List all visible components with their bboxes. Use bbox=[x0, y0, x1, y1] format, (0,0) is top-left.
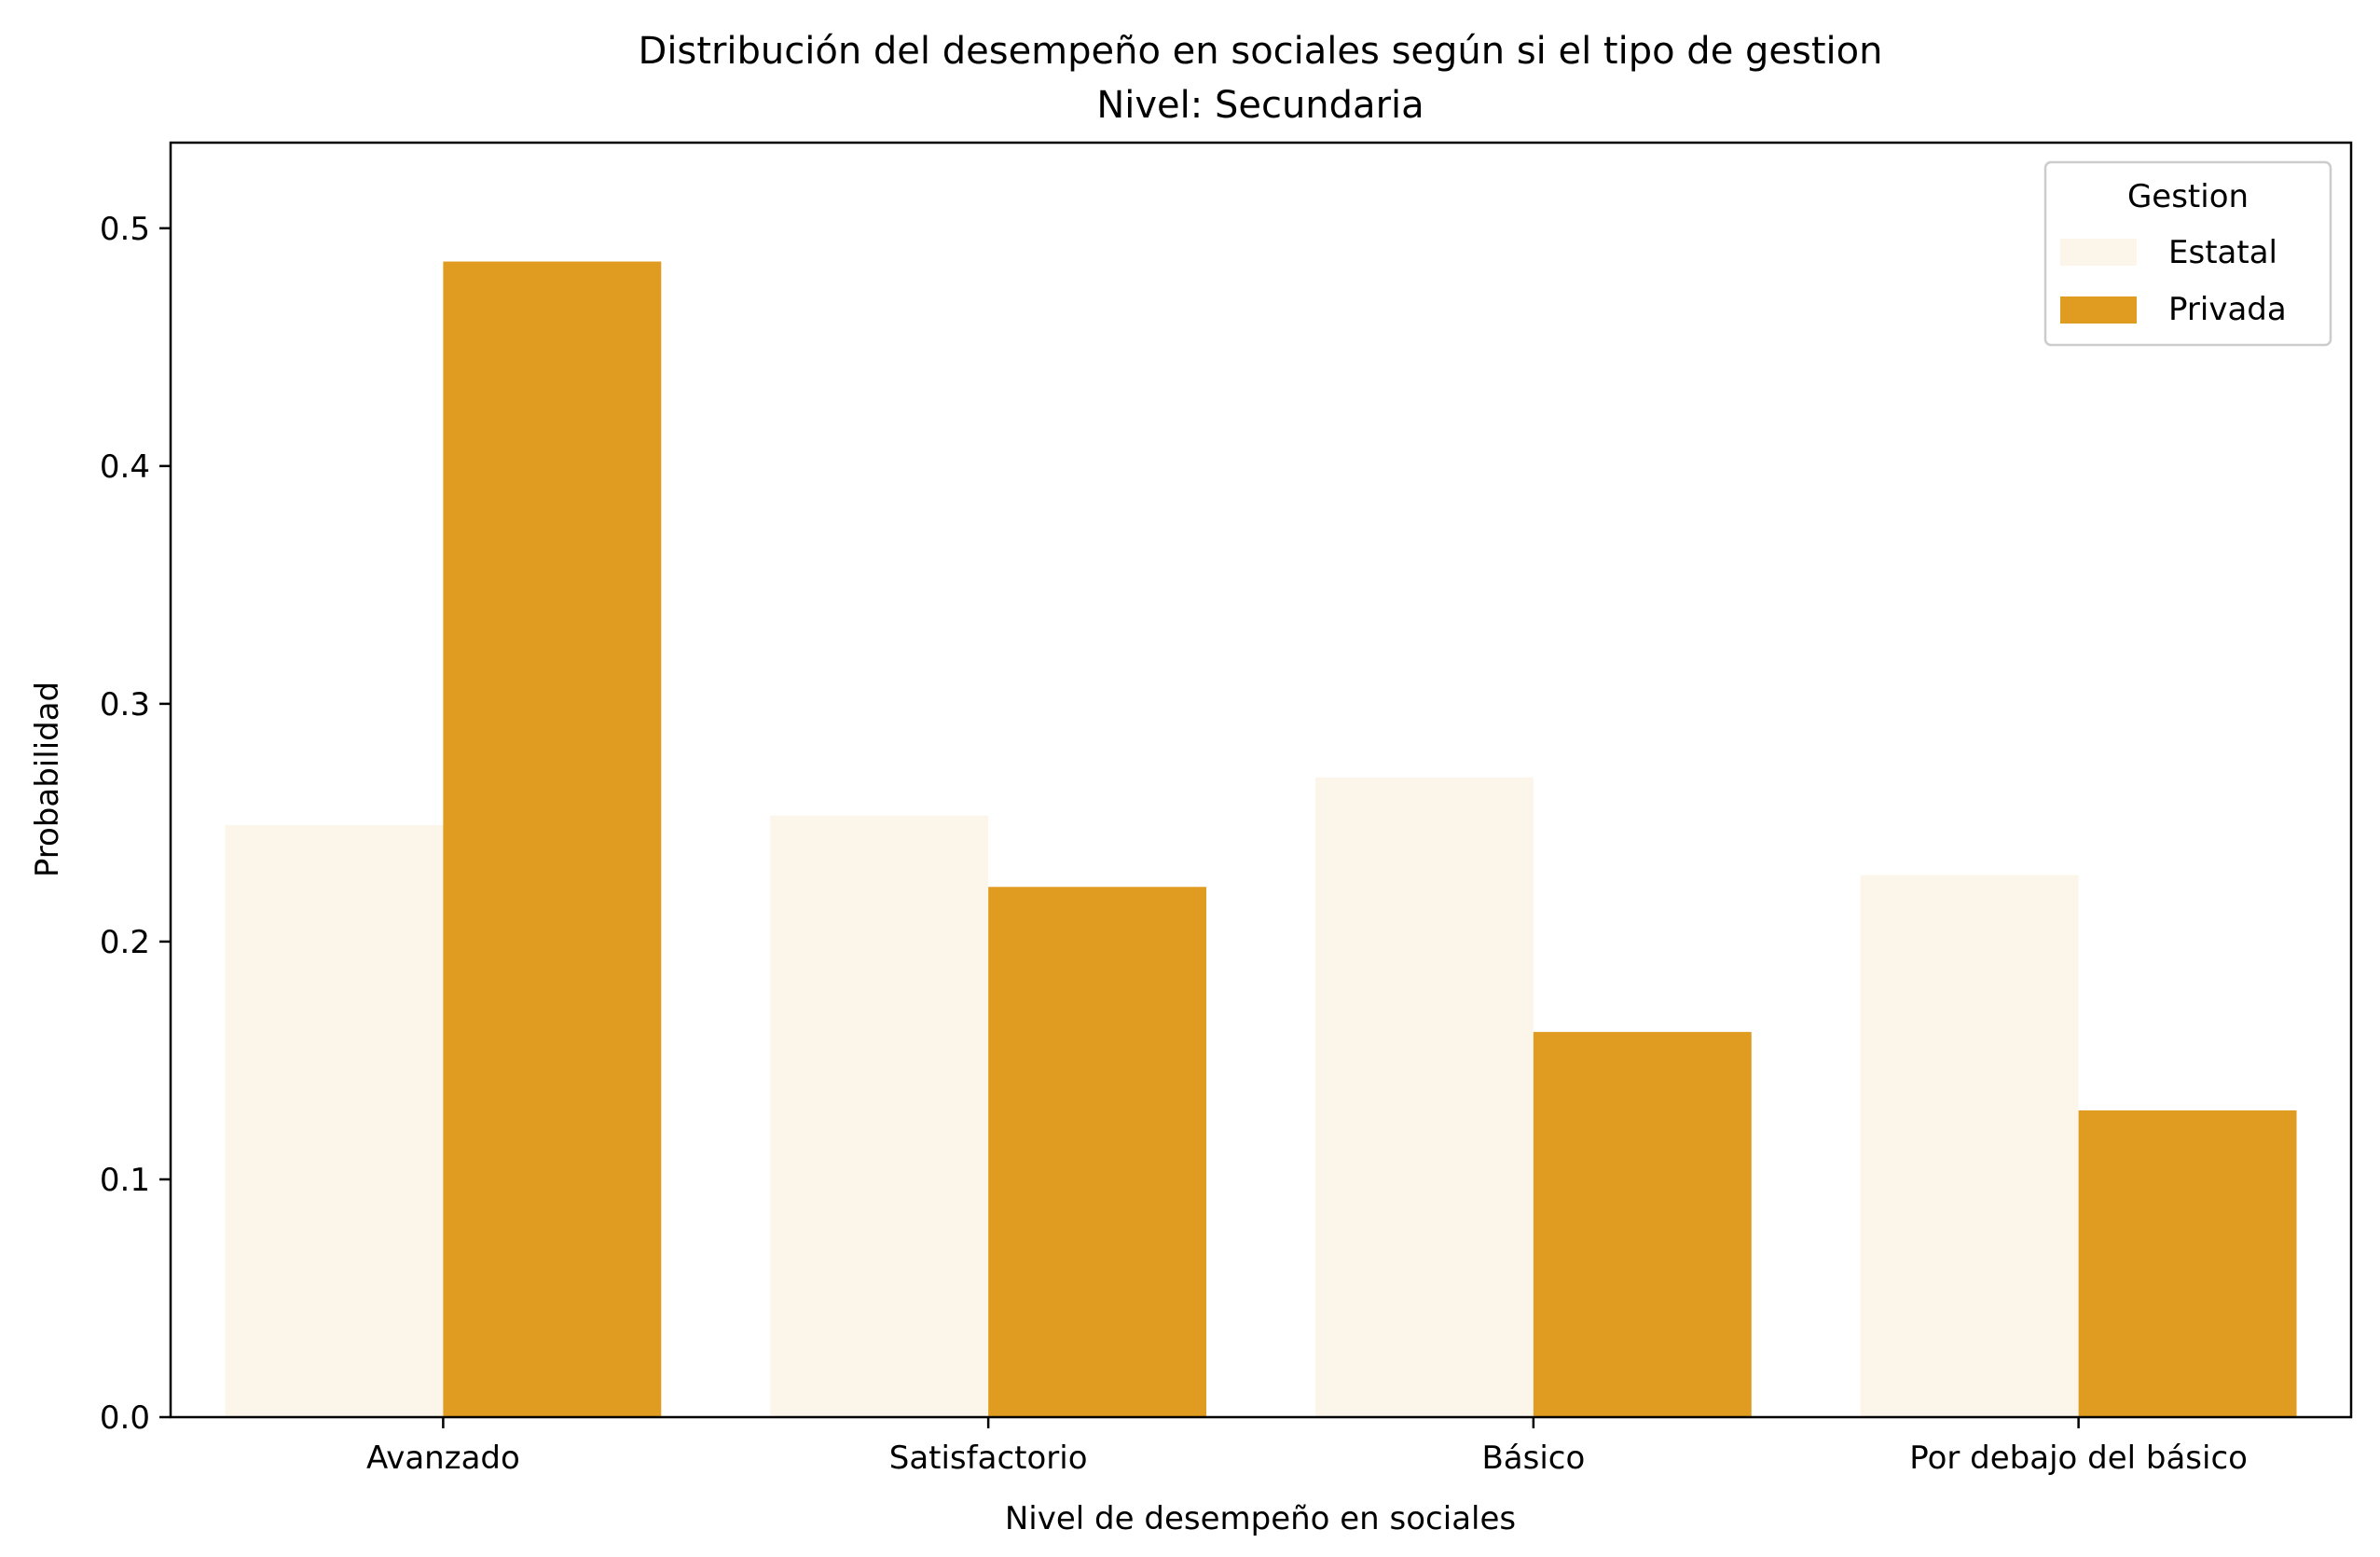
y-tick-label: 0.4 bbox=[100, 448, 150, 486]
x-tick-label: Satisfactorio bbox=[889, 1440, 1088, 1477]
bar-privada-satisfactorio bbox=[988, 887, 1207, 1417]
legend-swatch-privada bbox=[2060, 296, 2137, 324]
legend: Gestion Estatal Privada bbox=[2043, 160, 2332, 347]
x-tick-label: Básico bbox=[1481, 1440, 1585, 1477]
bar-estatal-por-debajo-del-basico bbox=[1860, 875, 2079, 1417]
chart-subtitle: Nivel: Secundaria bbox=[1096, 84, 1424, 127]
x-tick-label: Avanzado bbox=[366, 1440, 520, 1477]
y-tick-label: 0.0 bbox=[100, 1399, 150, 1437]
chart-title: Distribución del desempeño en sociales s… bbox=[639, 30, 1883, 73]
bar-estatal-basico bbox=[1314, 777, 1534, 1417]
bar-privada-por-debajo-del-basico bbox=[2078, 1110, 2297, 1417]
bar-estatal-satisfactorio bbox=[770, 815, 989, 1417]
y-tick-label: 0.3 bbox=[100, 686, 150, 723]
x-axis-label: Nivel de desempeño en sociales bbox=[1005, 1500, 1516, 1537]
bar-privada-basico bbox=[1533, 1031, 1752, 1417]
legend-swatch-estatal bbox=[2060, 239, 2137, 266]
x-tick-label: Por debajo del básico bbox=[1909, 1440, 2248, 1477]
x-axis: Avanzado Satisfactorio Básico Por debajo de… bbox=[366, 1417, 2248, 1477]
bars-layer bbox=[225, 261, 2297, 1417]
bar-estatal-avanzado bbox=[225, 824, 444, 1417]
legend-title: Gestion bbox=[2127, 178, 2249, 215]
y-axis-label: Probabilidad bbox=[29, 682, 66, 877]
y-tick-label: 0.1 bbox=[100, 1162, 150, 1199]
y-axis: 0.0 0.1 0.2 0.3 0.4 0.5 bbox=[100, 211, 171, 1437]
y-tick-label: 0.5 bbox=[100, 211, 150, 248]
legend-label-estatal: Estatal bbox=[2168, 234, 2277, 271]
bar-privada-avanzado bbox=[443, 261, 662, 1417]
plot-frame bbox=[169, 141, 2353, 1419]
legend-label-privada: Privada bbox=[2168, 291, 2287, 328]
y-tick-label: 0.2 bbox=[100, 924, 150, 961]
